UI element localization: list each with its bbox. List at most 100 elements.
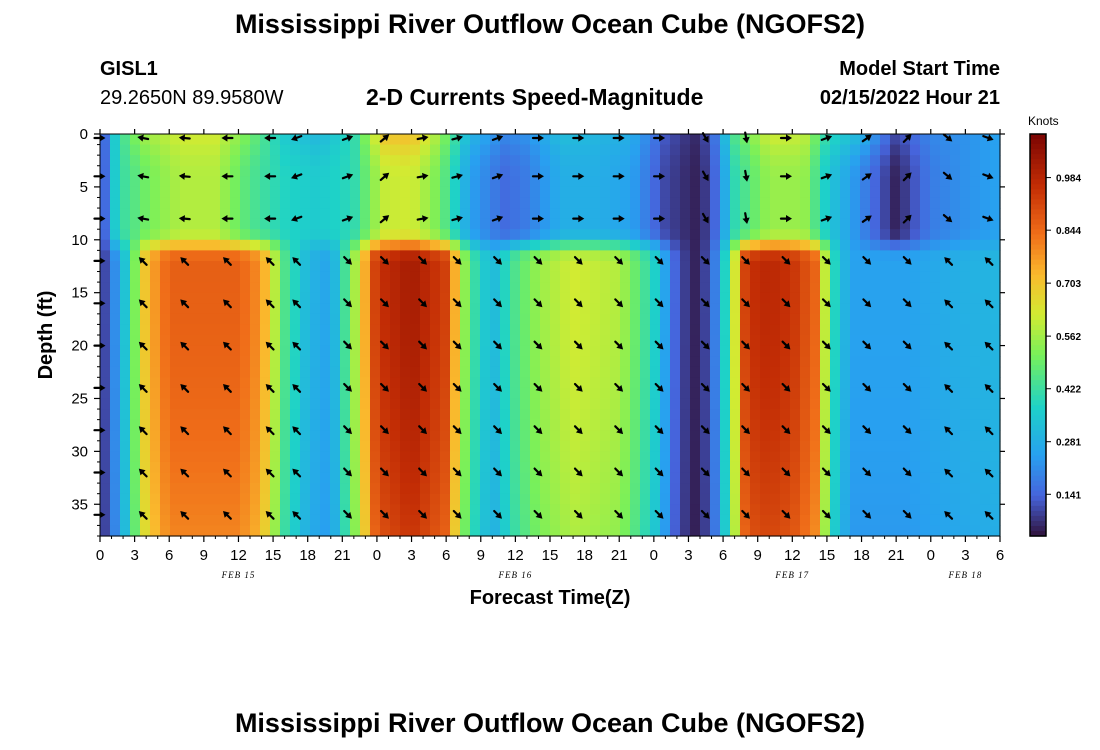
heatmap-cell	[680, 493, 691, 505]
heatmap-cell	[350, 493, 361, 505]
heatmap-cell	[510, 313, 521, 326]
heatmap-cell	[210, 440, 221, 452]
heatmap-cell	[850, 239, 861, 251]
heatmap-cell	[980, 335, 991, 347]
heatmap-cell	[500, 504, 511, 516]
heatmap-cell	[760, 461, 771, 474]
heatmap-cell	[920, 493, 931, 505]
colorbar-segment	[1030, 239, 1046, 246]
heatmap-cell	[100, 377, 111, 389]
heatmap-cell	[280, 324, 291, 336]
colorbar-segment	[1030, 164, 1046, 170]
heatmap-cell	[950, 218, 961, 230]
heatmap-cell	[160, 260, 171, 273]
heatmap-cell	[530, 134, 541, 146]
heatmap-cell	[890, 461, 901, 474]
heatmap-cell	[200, 239, 211, 251]
heatmap-cell	[190, 324, 201, 336]
heatmap-cell	[980, 260, 991, 273]
heatmap-cell	[560, 356, 571, 368]
heatmap-cell	[310, 250, 321, 262]
heatmap-cell	[510, 483, 521, 495]
heatmap-cell	[910, 440, 921, 452]
current-arrowhead	[904, 469, 912, 477]
heatmap-cell	[520, 239, 531, 251]
heatmap-cell	[360, 271, 371, 283]
heatmap-cell	[280, 366, 291, 378]
heatmap-cell	[790, 197, 801, 209]
heatmap-cell	[720, 218, 731, 230]
heatmap-cell	[690, 165, 701, 177]
heatmap-cell	[410, 155, 421, 167]
heatmap-cell	[110, 144, 121, 156]
heatmap-cell	[880, 292, 891, 304]
heatmap-cell	[170, 186, 181, 199]
heatmap-cell	[880, 229, 891, 241]
colorbar-segment	[1030, 410, 1046, 417]
heatmap-cell	[600, 493, 611, 505]
heatmap-cell	[790, 218, 801, 230]
heatmap-cell	[570, 345, 581, 357]
heatmap-cell	[480, 345, 491, 357]
current-arrowhead	[456, 215, 463, 223]
heatmap-cell	[400, 525, 411, 537]
heatmap-cell	[130, 271, 141, 283]
heatmap-cell	[890, 409, 901, 421]
heatmap-cell	[630, 366, 641, 378]
heatmap-cell	[500, 208, 511, 220]
heatmap-cell	[180, 345, 191, 357]
heatmap-cell	[610, 260, 621, 273]
heatmap-cell	[860, 239, 871, 251]
heatmap-cell	[480, 356, 491, 368]
heatmap-cell	[560, 324, 571, 336]
heatmap-cell	[720, 239, 731, 251]
heatmap-cell	[600, 483, 611, 495]
heatmap-cell	[410, 186, 421, 199]
heatmap-cell	[300, 356, 311, 368]
heatmap-cell	[270, 250, 281, 262]
heatmap-cell	[380, 366, 391, 378]
x-tick-label: 21	[334, 547, 351, 564]
heatmap-cell	[840, 176, 851, 188]
heatmap-cell	[450, 186, 461, 199]
heatmap-cell	[160, 461, 171, 474]
heatmap-cell	[150, 335, 161, 347]
heatmap-cell	[110, 197, 121, 209]
heatmap-cell	[570, 165, 581, 177]
heatmap-cell	[840, 377, 851, 389]
heatmap-cell	[680, 504, 691, 516]
heatmap-cell	[810, 303, 821, 315]
heatmap-cell	[260, 366, 271, 378]
heatmap-cell	[910, 324, 921, 336]
heatmap-cell	[550, 525, 561, 537]
heatmap-cell	[420, 282, 431, 294]
heatmap-cell	[440, 483, 451, 495]
heatmap-cell	[290, 250, 301, 262]
heatmap-cell	[630, 282, 641, 294]
heatmap-cell	[910, 398, 921, 410]
heatmap-cell	[410, 356, 421, 368]
heatmap-cell	[610, 186, 621, 199]
heatmap-cell	[330, 472, 341, 484]
heatmap-cell	[610, 144, 621, 156]
heatmap-cell	[920, 525, 931, 537]
current-arrowhead	[702, 385, 710, 392]
heatmap-cell	[690, 461, 701, 474]
heatmap-cell	[790, 419, 801, 431]
current-arrowhead	[180, 511, 188, 518]
station-id: GISL1	[100, 58, 158, 80]
heatmap-cell	[310, 260, 321, 273]
current-arrowhead	[382, 385, 389, 392]
heatmap-cell	[420, 504, 431, 516]
heatmap-cell	[560, 239, 571, 251]
heatmap-cell	[230, 282, 241, 294]
heatmap-cell	[450, 239, 461, 251]
heatmap-cell	[410, 208, 421, 220]
heatmap-cell	[440, 271, 451, 283]
heatmap-cell	[130, 324, 141, 336]
heatmap-cell	[120, 461, 131, 474]
heatmap-cell	[780, 282, 791, 294]
heatmap-cell	[630, 186, 641, 199]
heatmap-cell	[790, 525, 801, 537]
heatmap-cell	[430, 260, 441, 273]
